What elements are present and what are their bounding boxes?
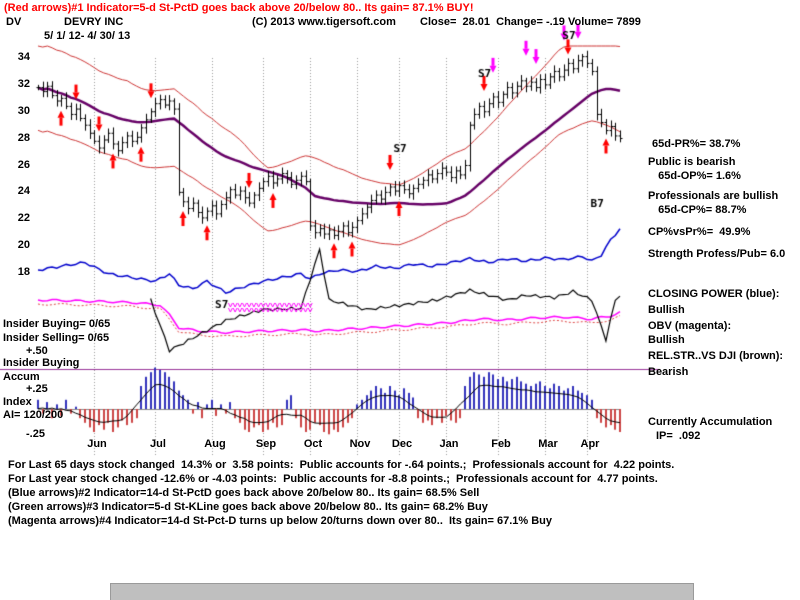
insider-selling-label: Insider Selling= 0/65 — [3, 332, 110, 344]
month-label: Jul — [150, 438, 166, 450]
month-label: Apr — [580, 438, 600, 450]
strength-ratio-label: Strength Profess/Pub= 6.0 — [648, 248, 786, 260]
month-label: Feb — [491, 438, 511, 450]
scale-minus-25-label: -.25 — [26, 428, 45, 440]
indicator-4-legend: (Magenta arrows)#4 Indicator=14-d St-Pct… — [8, 515, 553, 527]
obv-heading: OBV (magenta): — [648, 320, 732, 332]
accum-label: Accum — [3, 371, 40, 383]
y-axis-label: 24 — [17, 185, 30, 197]
professional-sentiment-label: Professionals are bullish — [648, 190, 779, 202]
summary-year-line: For Last year stock changed -12.6% or -4… — [8, 473, 658, 485]
public-sentiment-label: Public is bearish — [648, 156, 736, 168]
obv-state: Bullish — [648, 334, 685, 346]
month-label: Jan — [439, 438, 459, 450]
rel-str-state: Bearish — [648, 366, 689, 378]
scale-plus-25-label: +.25 — [26, 383, 48, 395]
indicator-2-legend: (Blue arrows)#2 Indicator=14-d St-PctD g… — [8, 487, 480, 499]
month-label: Oct — [303, 438, 323, 450]
date-range-label: 5/ 1/ 12- 4/ 30/ 13 — [44, 30, 131, 42]
y-axis-label: 22 — [17, 212, 30, 224]
insider-buying-caption: Insider Buying — [3, 357, 80, 369]
copyright-label: (C) 2013 www.tigersoft.com — [252, 16, 396, 28]
y-axis-label: 28 — [17, 132, 30, 144]
cp-pct-label: 65d-CP%= 88.7% — [652, 204, 747, 216]
accumulation-state-label: Currently Accumulation — [648, 416, 773, 428]
ip-value-label: IP= .092 — [656, 430, 701, 442]
closing-power-state: Bullish — [648, 304, 685, 316]
closing-power-heading: CLOSING POWER (blue): — [648, 288, 780, 300]
ticker-symbol: DV — [6, 16, 22, 28]
month-label: Jun — [87, 438, 107, 450]
y-axis-label: 20 — [17, 239, 30, 251]
summary-65d-line: For Last 65 days stock changed 14.3% or … — [8, 459, 675, 471]
month-label: Aug — [204, 438, 226, 450]
ai-ratio-label: AI= 120/200 — [3, 409, 64, 421]
scale-plus-50-label: +.50 — [26, 345, 48, 357]
signal-headline: (Red arrows)#1 Indicator=5-d St-PctD goe… — [4, 2, 474, 14]
y-axis-label: 18 — [17, 266, 30, 278]
company-name: DEVRY INC — [64, 16, 124, 28]
y-axis-label: 34 — [17, 51, 30, 63]
y-axis-label: 26 — [17, 159, 30, 171]
quote-summary: Close= 28.01 Change= -.19 Volume= 7899 — [420, 16, 641, 28]
y-axis-label: 30 — [17, 105, 30, 117]
y-axis-label: 32 — [17, 78, 30, 90]
horizontal-scrollbar[interactable] — [110, 583, 694, 600]
insider-buying-label: Insider Buying= 0/65 — [3, 318, 111, 330]
op-pct-label: 65d-OP%= 1.6% — [652, 170, 741, 182]
index-label: Index — [3, 396, 32, 408]
month-label: Nov — [349, 438, 371, 450]
pr-pct-label: 65d-PR%= 38.7% — [652, 138, 741, 150]
indicator-3-legend: (Green arrows)#3 Indicator=5-d St-KLine … — [8, 501, 488, 513]
cp-vs-pr-label: CP%vsPr%= 49.9% — [648, 226, 751, 238]
month-label: Dec — [391, 438, 413, 450]
month-label: Mar — [538, 438, 558, 450]
month-label: Sep — [255, 438, 277, 450]
rel-str-heading: REL.STR..VS DJI (brown): — [648, 350, 784, 362]
